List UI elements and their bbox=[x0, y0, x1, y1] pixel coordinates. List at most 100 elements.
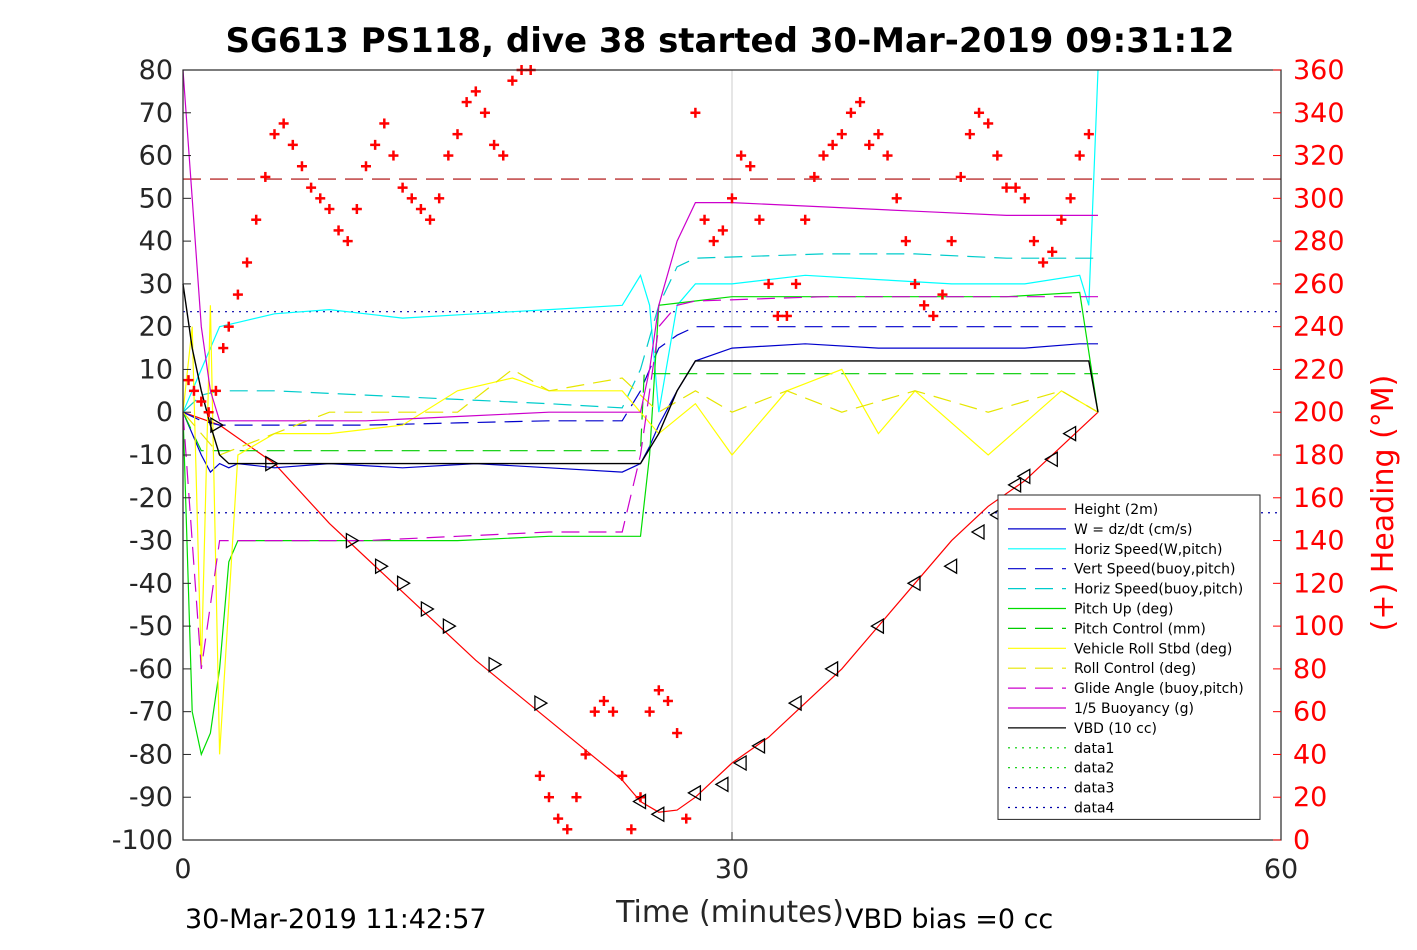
y2-tick-label: 360 bbox=[1293, 55, 1345, 86]
heading-point bbox=[864, 139, 875, 150]
y-tick-label: 50 bbox=[139, 183, 173, 214]
heading-point bbox=[589, 706, 600, 717]
y-tick-label: -40 bbox=[129, 568, 173, 599]
heading-point bbox=[781, 310, 792, 321]
legend-label-vbd: VBD (10 cc) bbox=[1074, 721, 1157, 737]
heading-point bbox=[489, 139, 500, 150]
vbd-marker bbox=[970, 523, 985, 541]
heading-point bbox=[251, 214, 262, 225]
y2-tick-label: 240 bbox=[1293, 312, 1345, 343]
legend-label-glide_angle: Glide Angle (buoy,pitch) bbox=[1074, 681, 1244, 697]
legend-label-data3: data3 bbox=[1074, 781, 1114, 797]
vbd-marker bbox=[374, 558, 389, 575]
vbd-marker bbox=[265, 455, 280, 472]
legend-label-vehicle_roll: Vehicle Roll Stbd (deg) bbox=[1074, 641, 1232, 657]
vbd-marker bbox=[488, 656, 503, 673]
legend-label-data2: data2 bbox=[1074, 761, 1114, 777]
vbd-marker bbox=[345, 532, 360, 549]
vbd-marker bbox=[824, 660, 839, 678]
y2-tick-label: 200 bbox=[1293, 397, 1345, 428]
y-axis-right: 3603403203002802602402202001801601401201… bbox=[1273, 55, 1345, 856]
y-tick-label: -100 bbox=[112, 825, 173, 856]
vbd-marker bbox=[1062, 425, 1077, 442]
heading-point bbox=[928, 310, 939, 321]
heading-point bbox=[1065, 193, 1076, 204]
vbd-marker bbox=[1007, 476, 1022, 494]
heading-point bbox=[544, 792, 554, 803]
y2-tick-label: 20 bbox=[1293, 782, 1327, 813]
y2-tick-label: 340 bbox=[1293, 98, 1345, 129]
heading-point bbox=[183, 375, 194, 386]
heading-point bbox=[681, 813, 692, 824]
series-line-horiz_speed_buoy bbox=[182, 253, 1098, 413]
vbd-marker bbox=[632, 793, 647, 810]
heading-point bbox=[1083, 129, 1094, 140]
y2-tick-label: 160 bbox=[1293, 483, 1345, 514]
y-axis-left: 80 70 60 50 40 30 20 10 0 -10 -20 -30 -40 -50 -60 -70 -8… bbox=[112, 55, 191, 856]
series-line-vert_speed_buoy bbox=[182, 326, 1098, 426]
heading-point bbox=[662, 695, 673, 706]
heading-point bbox=[626, 824, 637, 835]
heading-point bbox=[479, 107, 490, 118]
series-line-buoyancy bbox=[182, 69, 1098, 422]
heading-point bbox=[1028, 236, 1039, 247]
heading-point bbox=[351, 204, 362, 215]
heading-point bbox=[470, 86, 481, 97]
heading-point bbox=[388, 150, 399, 161]
heading-point bbox=[223, 321, 234, 332]
heading-point bbox=[188, 385, 199, 396]
heading-point bbox=[836, 129, 847, 140]
heading-point bbox=[315, 193, 326, 204]
legend-label-data4: data4 bbox=[1074, 801, 1115, 817]
vbd-marker bbox=[732, 754, 747, 772]
heading-point bbox=[882, 150, 893, 161]
y2-tick-label: 120 bbox=[1293, 568, 1345, 599]
heading-point bbox=[232, 289, 243, 300]
vbd-marker bbox=[420, 600, 435, 618]
y-tick-label: 40 bbox=[139, 226, 173, 257]
heading-point bbox=[333, 225, 344, 236]
footer-vbd-bias: VBD bias =0 cc bbox=[845, 904, 1053, 935]
heading-point bbox=[498, 150, 509, 161]
heading-point bbox=[1010, 182, 1021, 193]
series-line-vbd bbox=[182, 283, 1099, 465]
heading-point bbox=[534, 770, 545, 781]
x-axis: 0 30 60 bbox=[174, 832, 1298, 885]
series-line-glide_angle bbox=[182, 296, 1098, 669]
y-tick-label: -70 bbox=[129, 697, 173, 728]
y2-tick-label: 260 bbox=[1293, 269, 1345, 300]
heading-point bbox=[342, 236, 353, 247]
heading-point bbox=[919, 300, 930, 311]
vbd-marker bbox=[396, 575, 411, 592]
heading-point bbox=[287, 139, 298, 150]
heading-point bbox=[260, 171, 271, 182]
heading-point bbox=[553, 813, 564, 824]
series-line-w bbox=[182, 343, 1098, 474]
vbd-marker bbox=[870, 617, 885, 635]
legend-label-height: Height (2m) bbox=[1074, 502, 1158, 518]
heading-point bbox=[608, 706, 619, 717]
legend: Height (2m) W = dz/dt (cm/s) Horiz Speed(W… bbox=[997, 494, 1261, 820]
y-tick-label: -90 bbox=[129, 782, 173, 813]
y2-tick-label: 180 bbox=[1293, 440, 1345, 471]
heading-point bbox=[727, 193, 737, 204]
reference-lines bbox=[183, 178, 1281, 514]
heading-point bbox=[946, 236, 957, 247]
vbd-marker bbox=[1016, 468, 1031, 485]
legend-label-pitch_control: Pitch Control (mm) bbox=[1074, 621, 1206, 637]
heading-point bbox=[910, 278, 920, 289]
heading-point bbox=[672, 728, 683, 739]
heading-point bbox=[745, 161, 756, 172]
x-tick-label: 0 bbox=[174, 854, 191, 885]
legend-label-vert_speed_buoy: Vert Speed(buoy,pitch) bbox=[1074, 562, 1236, 578]
heading-point bbox=[415, 204, 426, 215]
heading-point bbox=[855, 97, 866, 108]
y-tick-label: 0 bbox=[156, 397, 173, 428]
y2-axis-label: (+) Heading (°M) bbox=[1366, 375, 1401, 632]
heading-point bbox=[370, 139, 381, 150]
x-tick-label: 60 bbox=[1264, 854, 1298, 885]
heading-point bbox=[203, 407, 214, 418]
heading-point bbox=[699, 214, 710, 225]
